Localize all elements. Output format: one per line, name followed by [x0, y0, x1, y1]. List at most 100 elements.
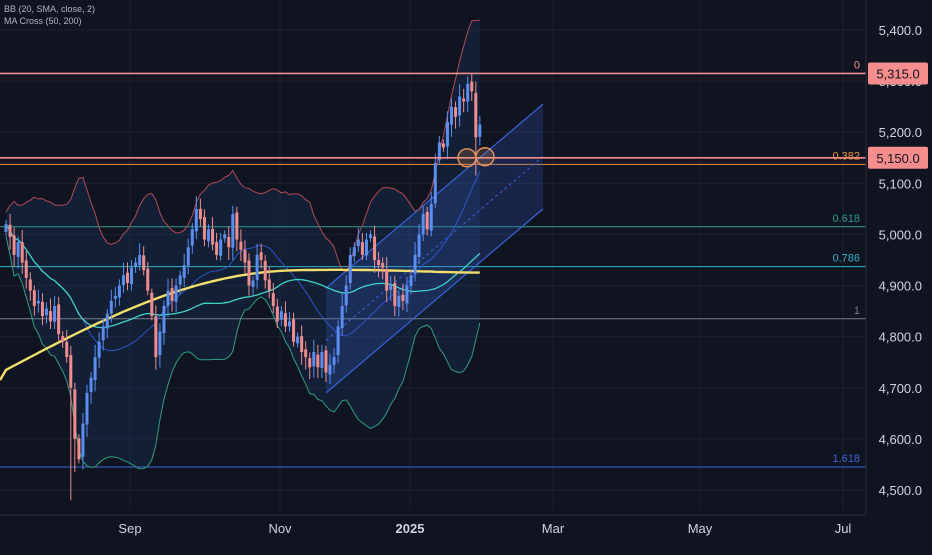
candle-body	[275, 306, 279, 322]
fib-level-label: 0	[854, 59, 860, 71]
candle-body	[211, 228, 215, 245]
candle-body	[401, 294, 405, 301]
candle-body	[445, 122, 449, 147]
candle-body	[61, 336, 65, 342]
candle-body	[117, 285, 121, 298]
candle-body	[223, 234, 227, 239]
candle-body	[81, 423, 85, 457]
candle-body	[247, 260, 251, 286]
candle-body	[478, 124, 482, 137]
fib-level-label: 0.618	[832, 213, 860, 225]
ma-cross-legend[interactable]: MA Cross (50, 200)	[4, 16, 82, 26]
candle-body	[166, 290, 170, 306]
candle-body	[219, 239, 223, 256]
candle-body	[288, 321, 291, 327]
candlesticks	[4, 73, 482, 501]
price-tag-label: 5,150.0	[876, 151, 919, 166]
candle-body	[32, 290, 36, 306]
candle-body	[279, 311, 283, 320]
candle-body	[377, 260, 381, 266]
fib-level-label: 0.786	[832, 253, 860, 265]
candle-body	[405, 285, 409, 304]
bollinger-bands-legend[interactable]: BB (20, SMA, close, 2)	[4, 4, 96, 14]
candle-body	[389, 285, 393, 291]
bollinger-band-area	[6, 20, 480, 469]
candle-body	[190, 229, 194, 246]
candle-body	[142, 255, 146, 271]
candle-body	[69, 355, 73, 388]
candle-body	[24, 260, 28, 278]
time-axis-label: Nov	[268, 521, 292, 536]
candle-body	[429, 203, 433, 231]
circle-markers[interactable]	[457, 147, 495, 168]
candle-body	[308, 358, 312, 368]
candle-body	[393, 283, 397, 306]
candle-body	[178, 275, 182, 285]
candle-body	[251, 280, 255, 288]
candle-body	[409, 275, 413, 287]
price-tick-label: 5,000.0	[879, 227, 922, 242]
candle-body	[369, 234, 372, 239]
price-tick-label: 4,500.0	[879, 483, 922, 498]
candle-body	[162, 306, 166, 334]
axes: 5,400.05,300.05,200.05,100.05,000.04,900…	[0, 0, 928, 536]
price-tag-label: 5,315.0	[876, 66, 919, 81]
candle-body	[49, 311, 53, 322]
candle-body	[93, 357, 97, 381]
time-axis-label: May	[688, 521, 713, 536]
candle-body	[89, 377, 93, 392]
candle-body	[65, 341, 69, 358]
fib-level-label: 0.382	[832, 150, 860, 162]
candle-body	[150, 292, 154, 317]
channel-lower-line	[325, 208, 544, 394]
candle-body	[186, 247, 190, 266]
candle-body	[28, 279, 32, 291]
bb-upper-line	[5, 19, 480, 273]
candle-body	[243, 249, 247, 263]
candle-body	[215, 242, 219, 255]
candle-body	[364, 239, 368, 256]
candle-body	[12, 235, 16, 255]
candle-body	[340, 306, 344, 328]
candle-body	[474, 92, 478, 138]
candle-body	[16, 242, 20, 257]
price-tick-label: 4,600.0	[879, 432, 922, 447]
candle-body	[300, 336, 304, 352]
candle-body	[121, 275, 125, 286]
price-tick-label: 4,800.0	[879, 330, 922, 345]
candle-body	[182, 265, 186, 278]
candle-body	[385, 269, 389, 291]
price-tick-label: 5,400.0	[879, 23, 922, 38]
candle-body	[356, 239, 360, 247]
candle-body	[352, 247, 356, 256]
candle-body	[85, 392, 89, 425]
candle-body	[231, 214, 235, 248]
candle-body	[154, 316, 158, 358]
horizontal-levels[interactable]	[0, 72, 866, 159]
candle-body	[4, 224, 8, 232]
candle-body	[20, 242, 24, 263]
candle-body	[198, 208, 202, 220]
candle-body	[304, 349, 308, 358]
candle-body	[235, 212, 239, 240]
fib-level-label: 1	[854, 305, 860, 317]
candle-body	[316, 354, 320, 368]
candle-body	[466, 83, 470, 102]
candle-body	[263, 261, 267, 281]
candle-body	[109, 300, 113, 314]
channel-fill	[326, 104, 543, 393]
price-tick-label: 4,900.0	[879, 279, 922, 294]
candle-body	[36, 300, 40, 304]
candle-body	[421, 214, 425, 235]
candle-body	[73, 389, 77, 439]
candle-body	[8, 224, 12, 237]
price-tag	[868, 146, 928, 169]
candle-body	[77, 438, 81, 460]
candle-body	[227, 237, 231, 248]
candle-body	[259, 252, 263, 260]
candle-body	[324, 350, 328, 373]
candle-body	[207, 229, 210, 242]
